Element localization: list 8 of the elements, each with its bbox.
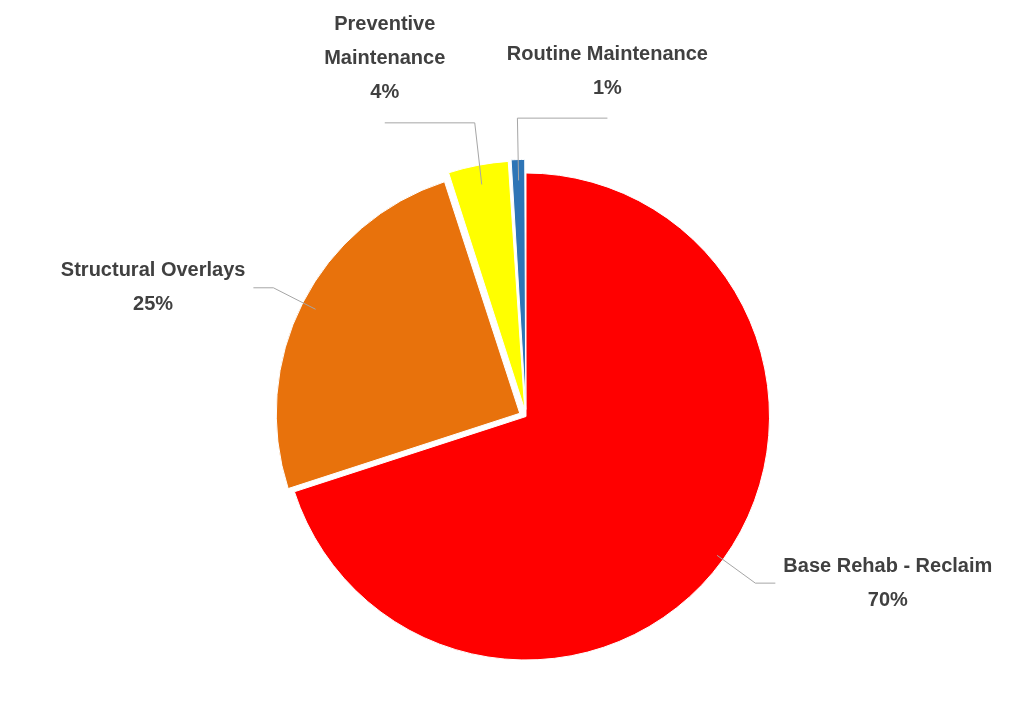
slice-label: Structural Overlays <box>60 258 246 281</box>
slice-label: Base Rehab - Reclaim <box>783 553 993 576</box>
data-label: 70% <box>867 587 909 610</box>
slice-label: Preventive Maintenance <box>324 12 446 69</box>
data-label: 4% <box>370 80 400 103</box>
data-label: 25% <box>133 292 174 315</box>
data-label: 1% <box>592 75 623 98</box>
slice-label: Routine Maintenance <box>506 41 708 64</box>
